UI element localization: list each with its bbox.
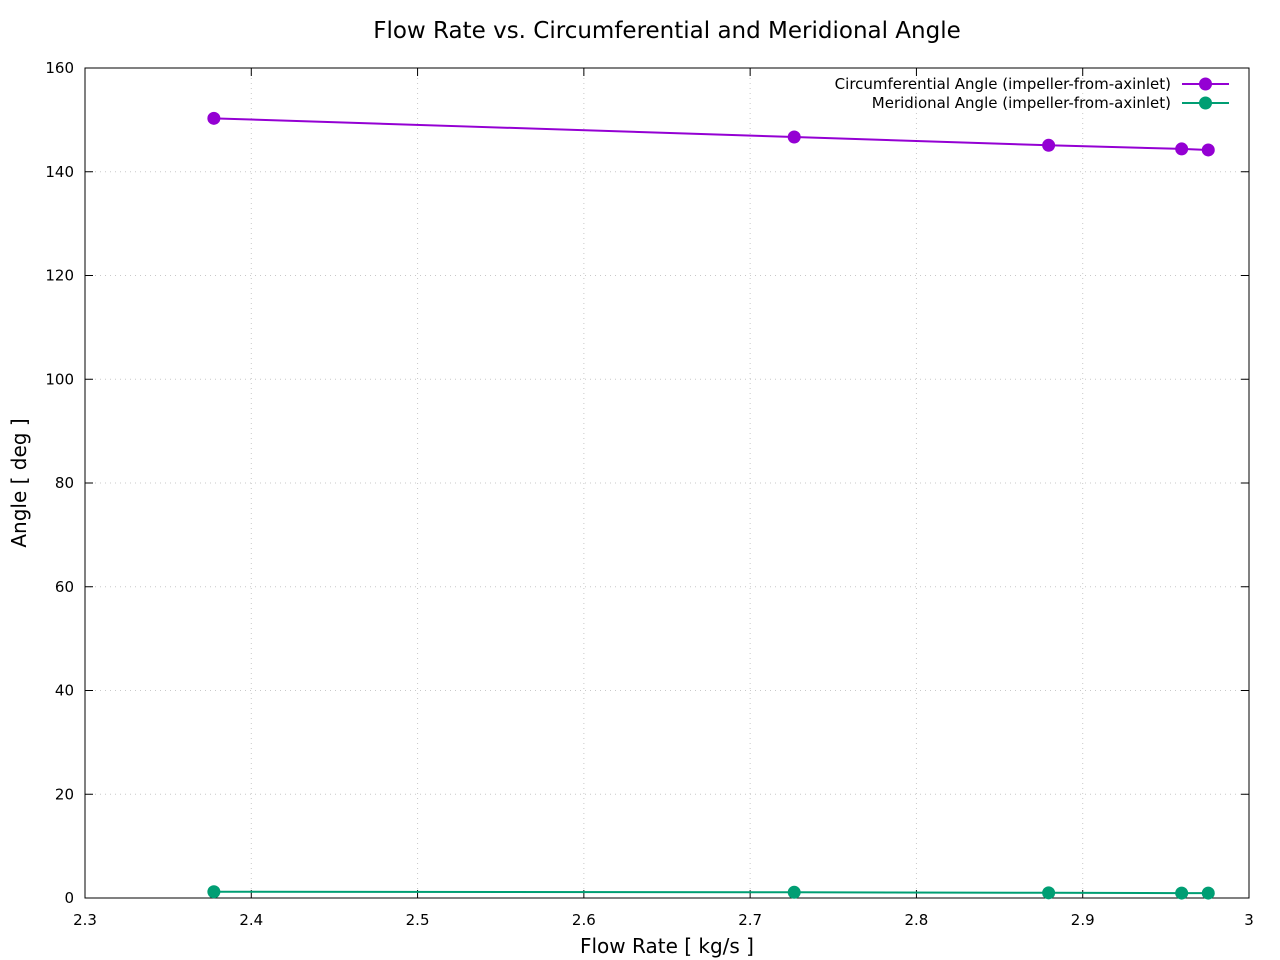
y-tick-label: 100 [45, 370, 74, 388]
x-tick-label: 2.8 [904, 911, 928, 929]
x-tick-label: 2.6 [572, 911, 596, 929]
chart-title: Flow Rate vs. Circumferential and Meridi… [373, 18, 961, 44]
y-tick-label: 0 [64, 889, 74, 907]
x-tick-label: 3 [1244, 911, 1254, 929]
data-point-0 [1042, 138, 1056, 152]
x-axis-label: Flow Rate [ kg/s ] [580, 934, 754, 958]
data-point-1 [787, 885, 801, 899]
x-tick-label: 2.9 [1071, 911, 1095, 929]
grid [85, 68, 1249, 898]
legend-swatch-marker [1199, 77, 1212, 91]
series [207, 111, 1215, 900]
axis-ticks: 2.3 2.4 2.5 2.6 2.7 2.8 2.9 3 0 20 40 60 80 100 120 140… [45, 59, 1253, 929]
series-line-1 [213, 890, 1209, 895]
plot-frame [84, 67, 1250, 899]
data-point-0 [787, 130, 801, 144]
data-point-1 [1175, 886, 1189, 900]
data-point-0 [1201, 143, 1215, 157]
data-point-0 [207, 111, 221, 125]
y-tick-label: 120 [45, 267, 74, 285]
x-tick-label: 2.3 [73, 911, 97, 929]
data-point-1 [1201, 886, 1215, 900]
y-tick-label: 20 [55, 785, 74, 803]
legend-label: Circumferential Angle (impeller-from-axi… [835, 75, 1171, 93]
y-tick-label: 60 [55, 578, 74, 596]
x-tick-label: 2.5 [406, 911, 430, 929]
legend-swatch-marker [1199, 96, 1212, 110]
y-tick-label: 160 [45, 59, 74, 77]
y-axis-label: Angle [ deg ] [7, 418, 31, 547]
y-tick-label: 80 [55, 474, 74, 492]
x-tick-label: 2.7 [738, 911, 762, 929]
data-point-1 [207, 885, 221, 899]
data-point-1 [1042, 886, 1056, 900]
legend: Circumferential Angle (impeller-from-axi… [835, 75, 1229, 112]
y-tick-label: 40 [55, 682, 74, 700]
data-point-0 [1175, 142, 1189, 156]
legend-label: Meridional Angle (impeller-from-axinlet) [872, 94, 1171, 112]
x-tick-label: 2.4 [239, 911, 263, 929]
series-line-0 [213, 117, 1209, 151]
y-tick-label: 140 [45, 163, 74, 181]
